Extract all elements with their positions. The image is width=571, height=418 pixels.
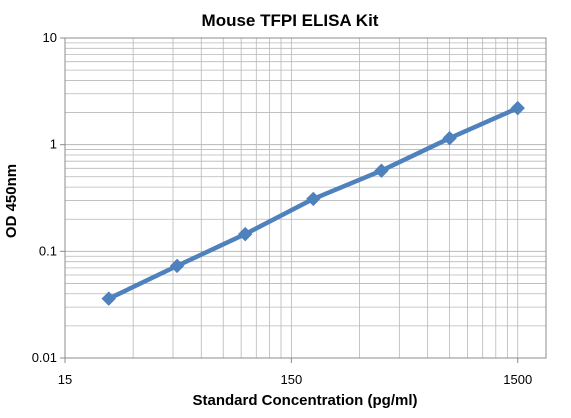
- data-point-marker: [510, 100, 525, 116]
- y-tick-label: 10: [43, 30, 57, 45]
- plot-area: [64, 37, 547, 359]
- y-axis: 0.01 0.1 1 10: [32, 30, 65, 365]
- chart-title: Mouse TFPI ELISA Kit: [202, 11, 379, 30]
- data-point-marker: [442, 130, 457, 146]
- x-tick-label: 15: [58, 372, 72, 387]
- y-axis-title: OD 450nm: [3, 164, 20, 238]
- x-axis: 15 150 1500: [58, 358, 532, 387]
- x-tick-label: 1500: [503, 372, 532, 387]
- x-tick-label: 150: [281, 372, 303, 387]
- y-tick-label: 0.1: [39, 243, 57, 258]
- data-point-marker: [169, 258, 185, 274]
- y-tick-label: 1: [50, 137, 57, 152]
- grid-lines: [65, 38, 546, 358]
- y-tick-label: 0.01: [32, 350, 57, 365]
- data-point-marker: [306, 191, 321, 207]
- data-point-marker: [374, 163, 389, 178]
- data-point-marker: [238, 226, 253, 242]
- series-line: [101, 100, 525, 306]
- x-axis-title: Standard Concentration (pg/ml): [193, 392, 418, 409]
- data-point-marker: [101, 291, 116, 306]
